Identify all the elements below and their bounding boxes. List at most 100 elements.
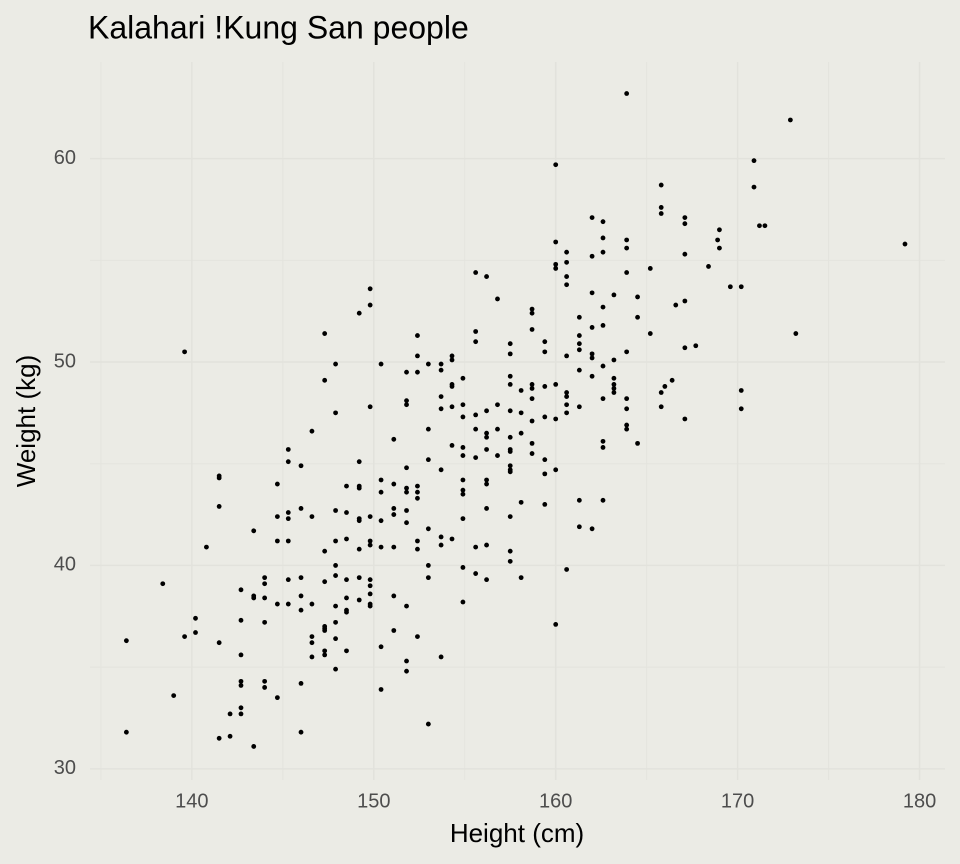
point	[576, 404, 582, 410]
point	[553, 467, 559, 473]
point	[356, 485, 362, 491]
point	[600, 304, 606, 310]
point	[564, 394, 570, 399]
point	[262, 581, 268, 587]
point	[600, 323, 606, 328]
point	[404, 485, 409, 491]
point	[507, 469, 513, 475]
point	[460, 414, 466, 420]
point	[589, 215, 595, 221]
point	[507, 463, 513, 469]
point	[682, 345, 688, 351]
point	[542, 414, 548, 420]
x-tick-label: 160	[539, 790, 572, 812]
point	[415, 634, 420, 640]
point	[576, 497, 582, 503]
point	[624, 426, 630, 432]
point	[415, 546, 420, 552]
point	[449, 443, 455, 448]
point	[589, 373, 595, 379]
point	[404, 398, 409, 404]
point	[356, 575, 362, 581]
point	[564, 353, 570, 359]
x-tick-label: 140	[175, 790, 208, 812]
point	[738, 284, 744, 290]
point	[564, 274, 570, 279]
point	[391, 436, 397, 442]
point	[589, 290, 595, 296]
point	[635, 314, 640, 320]
y-axis-title: Weight (kg)	[11, 355, 41, 487]
point	[635, 294, 640, 300]
point	[460, 491, 466, 497]
point	[693, 343, 699, 349]
point	[404, 520, 409, 526]
point	[542, 339, 548, 345]
point	[182, 349, 187, 355]
point	[484, 430, 489, 436]
point	[391, 628, 397, 633]
point	[902, 241, 908, 247]
point	[367, 591, 373, 597]
point	[529, 451, 535, 456]
point	[251, 528, 257, 534]
point	[322, 579, 328, 585]
point	[460, 516, 466, 522]
y-tick-label: 60	[54, 147, 76, 169]
point	[738, 388, 744, 393]
point	[216, 735, 222, 741]
point	[238, 711, 244, 717]
point	[611, 386, 617, 391]
point	[415, 489, 420, 495]
point	[274, 601, 280, 607]
point	[404, 668, 409, 674]
point	[298, 729, 304, 735]
point	[378, 489, 384, 495]
point	[507, 434, 513, 440]
point	[793, 331, 799, 336]
point	[484, 542, 489, 548]
point	[553, 266, 559, 271]
point	[624, 422, 630, 428]
point	[658, 390, 664, 395]
point	[262, 575, 268, 581]
grid	[90, 62, 945, 780]
chart-title: Kalahari !Kung San people	[88, 9, 469, 45]
point	[367, 542, 373, 548]
point	[344, 510, 349, 515]
point	[333, 361, 338, 367]
point	[682, 215, 688, 221]
point	[391, 512, 397, 517]
point	[367, 577, 373, 583]
point	[473, 544, 479, 550]
point	[425, 575, 431, 581]
point	[193, 630, 198, 635]
point	[238, 652, 244, 658]
point	[333, 603, 338, 609]
point	[356, 310, 362, 316]
point	[484, 481, 489, 487]
point	[298, 607, 304, 613]
point	[600, 497, 606, 503]
point	[438, 542, 444, 548]
point	[589, 253, 595, 259]
point	[611, 292, 617, 298]
point	[658, 205, 664, 210]
point	[460, 477, 466, 483]
point	[262, 678, 268, 684]
point	[238, 705, 244, 711]
point	[624, 245, 630, 251]
point	[367, 603, 373, 609]
point	[682, 221, 688, 227]
point	[344, 483, 349, 489]
point	[484, 577, 489, 583]
point	[624, 91, 630, 96]
point	[751, 184, 757, 190]
point	[333, 573, 338, 578]
point	[298, 593, 304, 599]
point	[378, 544, 384, 550]
point	[425, 426, 431, 432]
point	[285, 538, 291, 544]
point	[662, 384, 668, 389]
point	[322, 377, 328, 383]
